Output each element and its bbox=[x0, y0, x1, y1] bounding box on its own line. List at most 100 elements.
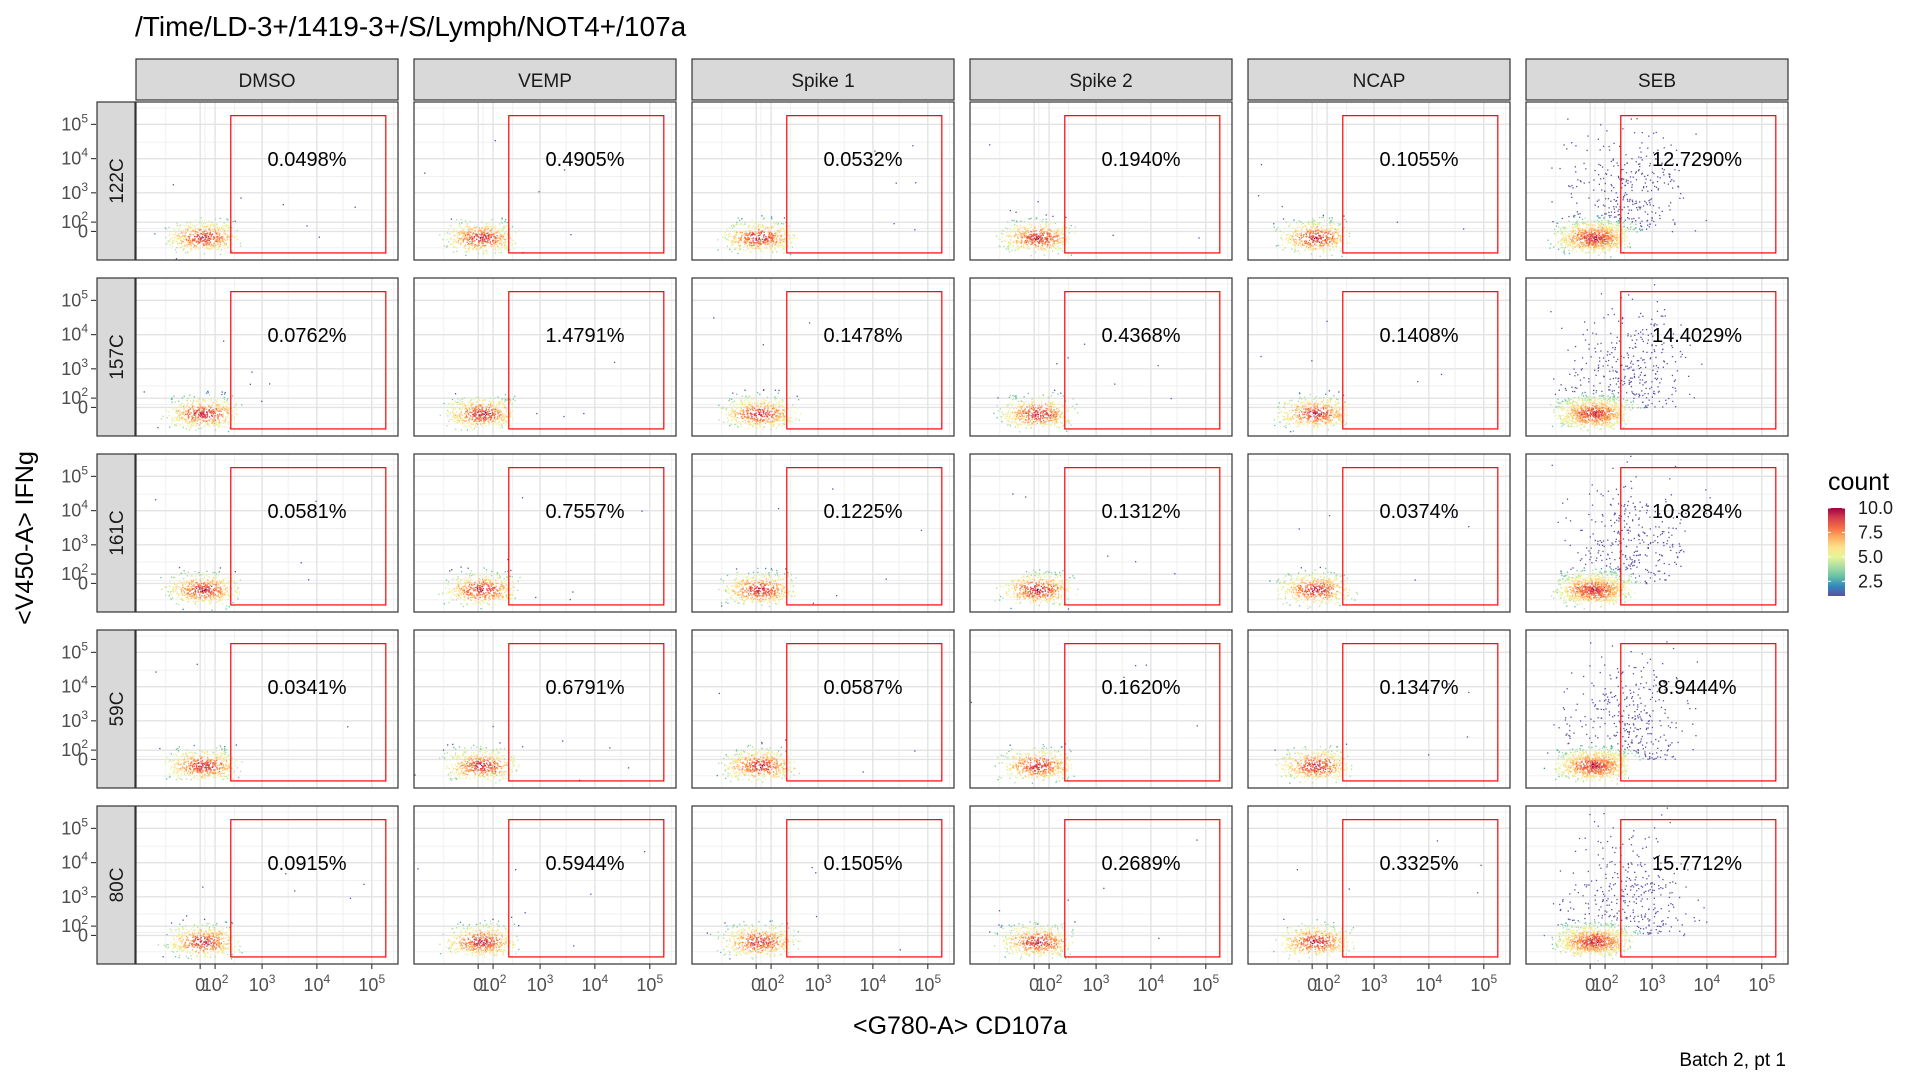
y-tick-label: 105 bbox=[61, 287, 88, 310]
x-tick-label: 105 bbox=[358, 972, 385, 995]
panel-bg bbox=[1248, 102, 1510, 260]
strip-label: Spike 1 bbox=[791, 71, 854, 92]
chart-title: /Time/LD-3+/1419-3+/S/Lymph/NOT4+/107a bbox=[135, 11, 687, 42]
gate-percentage: 0.7557% bbox=[546, 501, 625, 523]
panel-bg bbox=[970, 278, 1232, 436]
x-tick-label: 102 bbox=[758, 972, 785, 995]
panel-59C-2: 0.0587% bbox=[692, 630, 954, 788]
gate-percentage: 0.1940% bbox=[1102, 149, 1181, 171]
panels: 0.0498%0.4905%0.0532%0.1940%0.1055%12.72… bbox=[136, 102, 1788, 964]
panel-bg bbox=[970, 806, 1232, 964]
gate-percentage: 0.0762% bbox=[268, 325, 347, 347]
panel-bg bbox=[136, 454, 398, 612]
gate-percentage: 0.0532% bbox=[824, 149, 903, 171]
colorbar-label: 7.5 bbox=[1858, 522, 1883, 542]
panel-bg bbox=[414, 454, 676, 612]
panel-bg bbox=[692, 806, 954, 964]
colorbar bbox=[1828, 508, 1845, 596]
y-tick-label: 104 bbox=[61, 146, 88, 169]
row-strip-label: 80C bbox=[107, 868, 128, 903]
panel-157C-4: 0.1408% bbox=[1248, 278, 1510, 436]
panel-157C-3: 0.4368% bbox=[970, 278, 1232, 436]
panel-bg bbox=[1248, 454, 1510, 612]
gate-percentage: 12.7290% bbox=[1652, 149, 1742, 171]
panel-122C-4: 0.1055% bbox=[1248, 102, 1510, 260]
x-axis-label: <G780-A> CD107a bbox=[853, 1012, 1067, 1040]
gate-percentage: 0.1347% bbox=[1380, 677, 1459, 699]
y-tick-label: 104 bbox=[61, 850, 88, 873]
panel-80C-3: 0.2689% bbox=[970, 806, 1232, 964]
gate-percentage: 0.1055% bbox=[1380, 149, 1459, 171]
panel-bg bbox=[414, 806, 676, 964]
legend-title: count bbox=[1828, 468, 1889, 496]
x-tick-label: 104 bbox=[1694, 972, 1721, 995]
panel-80C-4: 0.3325% bbox=[1248, 806, 1510, 964]
gate-percentage: 0.0587% bbox=[824, 677, 903, 699]
panel-122C-5: 12.7290% bbox=[1526, 102, 1788, 260]
panel-157C-0: 0.0762% bbox=[136, 278, 398, 436]
gate-percentage: 0.0374% bbox=[1380, 501, 1459, 523]
x-tick-label: 103 bbox=[1361, 972, 1388, 995]
row-strip-label: 157C bbox=[107, 334, 128, 379]
colorbar-label: 2.5 bbox=[1858, 571, 1883, 591]
legend: count 10.0 7.5 5.0 2.5 bbox=[1828, 468, 1893, 596]
y-tick-label: 103 bbox=[61, 356, 88, 379]
x-tick-label: 102 bbox=[202, 972, 229, 995]
gate-percentage: 0.0498% bbox=[268, 149, 347, 171]
gate-percentage: 0.2689% bbox=[1102, 853, 1181, 875]
colorbar-label: 10.0 bbox=[1858, 498, 1893, 518]
gate-percentage: 0.1312% bbox=[1102, 501, 1181, 523]
strip-label: VEMP bbox=[518, 71, 572, 92]
x-tick-label: 104 bbox=[304, 972, 331, 995]
panel-bg bbox=[136, 102, 398, 260]
row-strip-label: 161C bbox=[107, 510, 128, 555]
panel-157C-5: 14.4029% bbox=[1526, 278, 1788, 436]
panel-80C-1: 0.5944% bbox=[414, 806, 676, 964]
gate-percentage: 0.1225% bbox=[824, 501, 903, 523]
x-tick-label: 103 bbox=[527, 972, 554, 995]
panel-80C-5: 15.7712% bbox=[1526, 806, 1788, 964]
gate-percentage: 0.1505% bbox=[824, 853, 903, 875]
y-axes: 0102103104105010210310410501021031041050… bbox=[61, 111, 96, 945]
gate-percentage: 0.0581% bbox=[268, 501, 347, 523]
gate-percentage: 0.1408% bbox=[1380, 325, 1459, 347]
y-tick-label: 103 bbox=[61, 532, 88, 555]
gate-percentage: 0.0915% bbox=[268, 853, 347, 875]
caption: Batch 2, pt 1 bbox=[1679, 1050, 1786, 1071]
strip-label: Spike 2 bbox=[1069, 71, 1132, 92]
colorbar-label: 5.0 bbox=[1858, 547, 1883, 567]
panel-161C-1: 0.7557% bbox=[414, 454, 676, 612]
panel-161C-2: 0.1225% bbox=[692, 454, 954, 612]
panel-bg bbox=[414, 630, 676, 788]
y-axis-label: <V450-A> IFNg bbox=[11, 451, 39, 625]
gate-percentage: 14.4029% bbox=[1652, 325, 1742, 347]
gate-percentage: 8.9444% bbox=[1658, 677, 1737, 699]
panel-161C-5: 10.8284% bbox=[1526, 454, 1788, 612]
x-tick-label: 103 bbox=[1083, 972, 1110, 995]
x-tick-label: 102 bbox=[1314, 972, 1341, 995]
gate-percentage: 0.4368% bbox=[1102, 325, 1181, 347]
gate-percentage: 0.0341% bbox=[268, 677, 347, 699]
panel-bg bbox=[136, 806, 398, 964]
x-tick-label: 104 bbox=[1138, 972, 1165, 995]
gate-percentage: 0.5944% bbox=[546, 853, 625, 875]
panel-bg bbox=[1526, 454, 1788, 612]
panel-59C-1: 0.6791% bbox=[414, 630, 676, 788]
row-strip-label: 122C bbox=[107, 158, 128, 203]
y-tick-label: 105 bbox=[61, 639, 88, 662]
panel-59C-0: 0.0341% bbox=[136, 630, 398, 788]
panel-161C-3: 0.1312% bbox=[970, 454, 1232, 612]
gate-percentage: 0.1478% bbox=[824, 325, 903, 347]
panel-161C-0: 0.0581% bbox=[136, 454, 398, 612]
gate-percentage: 0.6791% bbox=[546, 677, 625, 699]
y-tick-label: 103 bbox=[61, 708, 88, 731]
y-tick-label: 104 bbox=[61, 322, 88, 345]
panel-80C-2: 0.1505% bbox=[692, 806, 954, 964]
strip-label: SEB bbox=[1638, 71, 1676, 92]
panel-59C-3: 0.1620% bbox=[970, 630, 1232, 788]
panel-bg bbox=[1248, 278, 1510, 436]
y-tick-label: 104 bbox=[61, 674, 88, 697]
panel-bg bbox=[692, 454, 954, 612]
x-tick-label: 105 bbox=[1470, 972, 1497, 995]
